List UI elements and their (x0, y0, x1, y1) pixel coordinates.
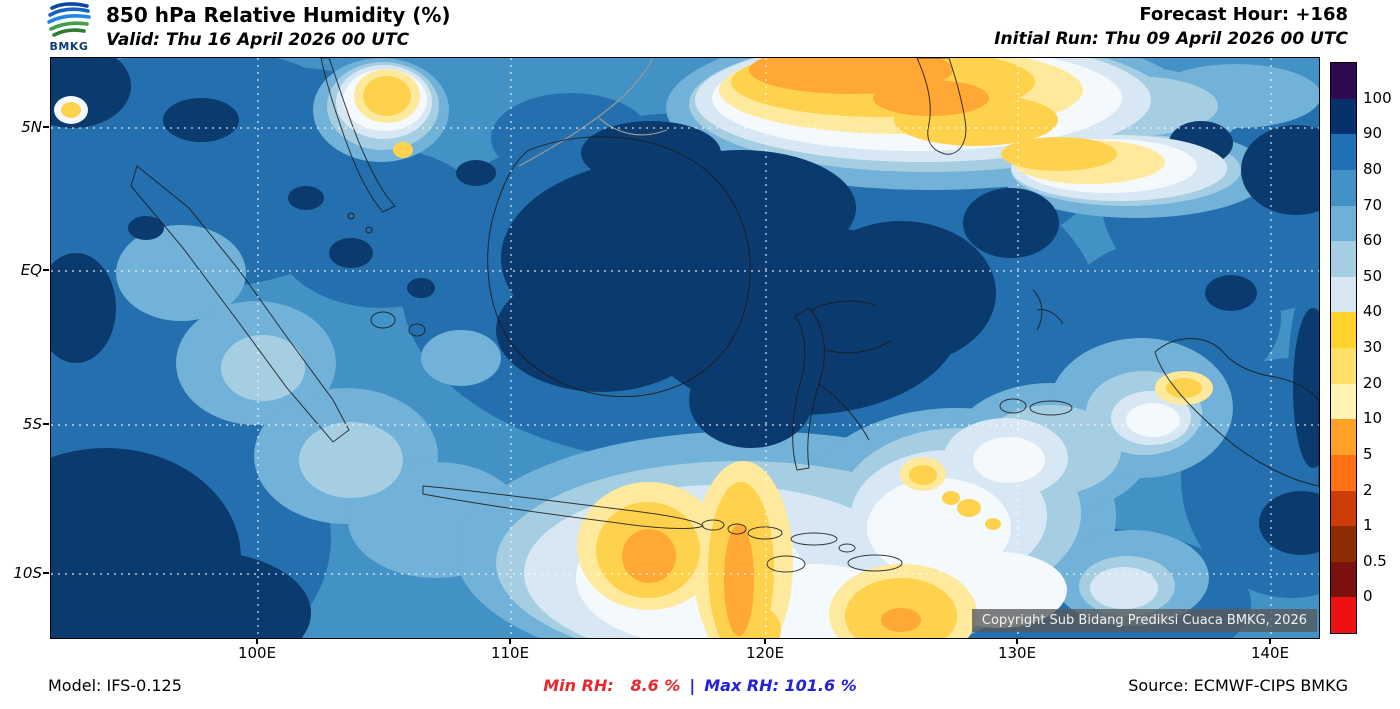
rh-90-100-field (51, 58, 1319, 638)
humidity-map (51, 58, 1319, 638)
page-title: 850 hPa Relative Humidity (%) (106, 3, 451, 27)
coastlines (130, 58, 1319, 573)
y-tick (43, 423, 49, 425)
lon-label-140e: 140E (1250, 644, 1290, 662)
lat-label-10s: 10S (13, 564, 42, 582)
lat-label-5s: 5S (22, 415, 42, 433)
x-tick (256, 638, 258, 644)
rh-dry-orange-field (622, 58, 989, 636)
bmkg-logo: BMKG (44, 2, 94, 53)
x-tick (764, 638, 766, 644)
x-tick (1269, 638, 1271, 644)
header: BMKG 850 hPa Relative Humidity (%) Valid… (44, 2, 451, 53)
colorbar: 100 90 80 70 60 50 40 30 20 10 5 2 1 0.5 0 (1330, 62, 1392, 634)
copyright-overlay: Copyright Sub Bidang Prediksi Cuaca BMKG… (971, 609, 1317, 632)
graticule (51, 58, 1319, 638)
map-frame: Copyright Sub Bidang Prediksi Cuaca BMKG… (50, 57, 1320, 639)
lon-label-130e: 130E (997, 644, 1037, 662)
colorbar-segments (1330, 62, 1357, 634)
x-tick (509, 638, 511, 644)
y-tick (43, 269, 49, 271)
run-info: Forecast Hour: +168 Initial Run: Thu 09 … (994, 4, 1348, 49)
foreign-coastlines (518, 58, 668, 167)
lon-label-120e: 120E (745, 644, 785, 662)
bmkg-logo-text: BMKG (49, 40, 89, 53)
x-tick (1016, 638, 1018, 644)
max-rh-value: Max RH: 101.6 % (704, 676, 857, 695)
lat-label-5n: 5N (21, 118, 42, 136)
lon-label-110e: 110E (490, 644, 530, 662)
initial-run: Initial Run: Thu 09 April 2026 00 UTC (994, 29, 1348, 49)
min-rh-value: Min RH: 8.6 % (543, 676, 681, 695)
title-block: 850 hPa Relative Humidity (%) Valid: Thu… (106, 2, 451, 50)
lat-label-eq: EQ (20, 261, 42, 279)
y-tick (43, 126, 49, 128)
lon-label-100e: 100E (237, 644, 277, 662)
model-label: Model: IFS-0.125 (48, 676, 182, 695)
forecast-hour: Forecast Hour: +168 (1139, 4, 1348, 25)
valid-time: Valid: Thu 16 April 2026 00 UTC (106, 30, 410, 50)
stats-separator: | (689, 676, 696, 695)
source-label: Source: ECMWF-CIPS BMKG (1128, 676, 1348, 695)
colorbar-labels: 100 90 80 70 60 50 40 30 20 10 5 2 1 0.5 0 (1363, 88, 1392, 606)
y-tick (43, 572, 49, 574)
rh-stats: Min RH: 8.6 % | Max RH: 101.6 % (543, 676, 856, 695)
bmkg-logo-icon (47, 2, 91, 37)
